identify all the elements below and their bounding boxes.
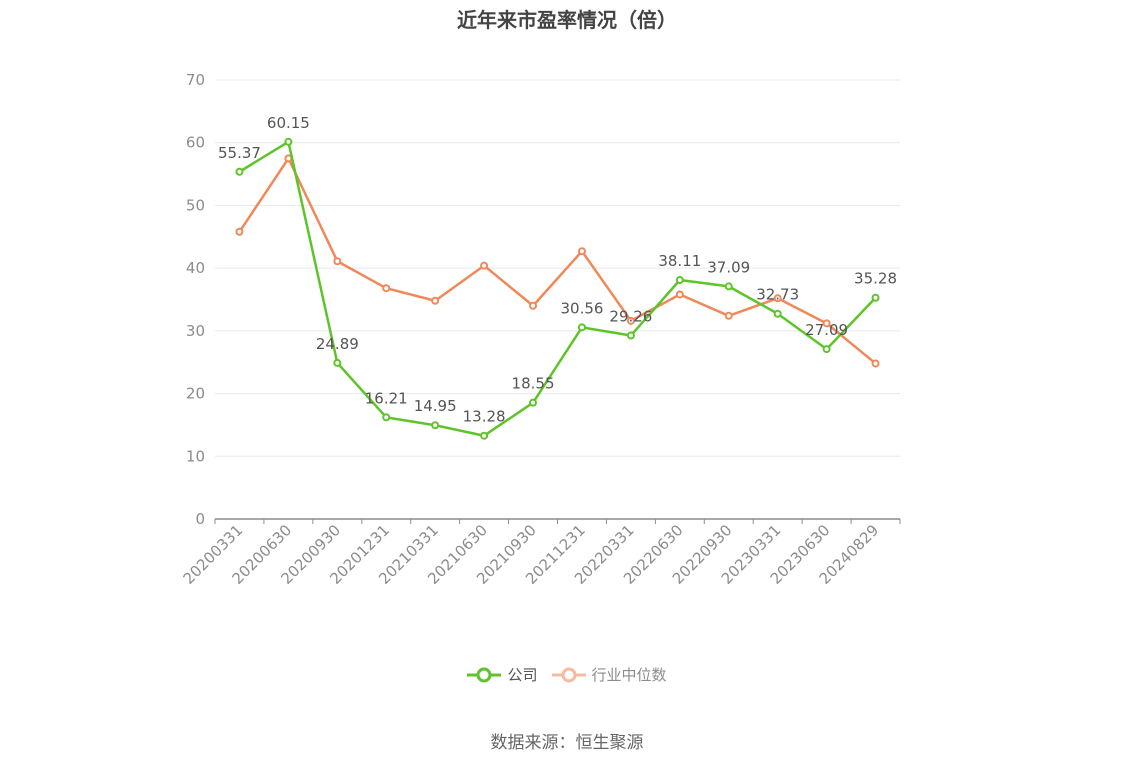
data-point <box>773 309 782 318</box>
data-point <box>235 227 244 236</box>
data-label: 24.89 <box>316 335 359 353</box>
data-point <box>675 275 684 284</box>
y-axis-ticks: 0 10 20 30 40 50 60 70 <box>186 71 205 528</box>
data-label: 55.37 <box>218 144 261 162</box>
legend: 公司 行业中位数 <box>0 664 1134 685</box>
data-point <box>284 137 293 146</box>
data-point <box>626 331 635 340</box>
data-point <box>333 257 342 266</box>
circle-line-icon <box>551 667 586 682</box>
legend-item-industry[interactable]: 行业中位数 <box>551 664 667 685</box>
data-point <box>529 398 538 407</box>
circle-line-icon <box>467 667 502 682</box>
data-point <box>773 294 782 303</box>
legend-label-industry: 行业中位数 <box>591 666 667 684</box>
data-label: 16.21 <box>365 389 408 407</box>
data-point <box>480 261 489 270</box>
data-label: 29.26 <box>609 307 652 325</box>
series-lines <box>235 137 880 440</box>
y-tick-label: 40 <box>186 259 205 277</box>
data-label: 38.11 <box>658 252 701 270</box>
chart-title: 近年来市盈率情况（倍） <box>457 8 677 32</box>
data-label: 32.73 <box>756 286 799 304</box>
data-point <box>235 167 244 176</box>
data-point <box>529 301 538 310</box>
legend-label-company: 公司 <box>507 666 538 684</box>
y-tick-label: 20 <box>186 385 205 403</box>
data-label: 13.28 <box>463 408 506 426</box>
y-tick-label: 0 <box>195 510 205 528</box>
x-axis: 2020033120200630202009302020123120210331… <box>180 518 901 588</box>
data-source: 数据来源：恒生聚源 <box>490 733 644 753</box>
data-point <box>431 421 440 430</box>
data-label: 30.56 <box>560 299 603 317</box>
data-label: 60.15 <box>267 114 310 132</box>
data-point <box>675 290 684 299</box>
y-tick-label: 30 <box>186 322 205 340</box>
data-point <box>480 431 489 440</box>
grid-lines <box>215 79 900 457</box>
y-tick-label: 50 <box>186 196 205 214</box>
data-point <box>333 358 342 367</box>
y-tick-label: 70 <box>186 71 205 89</box>
line-chart: 0 10 20 30 40 50 60 70 202003312020063020200930… <box>180 71 901 588</box>
y-tick-label: 60 <box>186 134 205 152</box>
series-line-industry <box>238 157 877 365</box>
data-point <box>871 293 880 302</box>
data-point <box>382 284 391 293</box>
data-point <box>626 316 635 325</box>
data-point <box>871 359 880 368</box>
data-label: 27.09 <box>805 321 848 339</box>
legend-item-company[interactable]: 公司 <box>467 664 538 685</box>
data-point <box>724 282 733 291</box>
data-point <box>724 311 733 320</box>
data-point <box>382 413 391 422</box>
data-point <box>577 323 586 332</box>
series-line-company <box>238 140 877 437</box>
data-label: 14.95 <box>414 397 457 415</box>
data-point <box>577 247 586 256</box>
data-label: 37.09 <box>707 258 750 276</box>
data-labels: 55.37 60.15 24.89 16.21 14.95 13.28 18.55 30.56… <box>218 114 897 426</box>
data-label: 18.55 <box>512 375 555 393</box>
data-point <box>822 345 831 354</box>
y-tick-label: 10 <box>186 447 205 465</box>
data-point <box>822 319 831 328</box>
data-label: 35.28 <box>854 270 897 288</box>
data-point <box>431 296 440 305</box>
